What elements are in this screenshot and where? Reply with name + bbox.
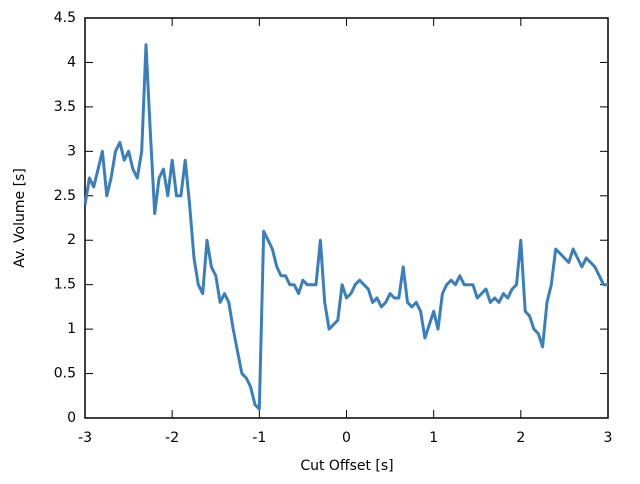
- x-tick-label: 1: [429, 430, 438, 446]
- x-tick-label: 3: [604, 430, 613, 446]
- x-tick-label: -2: [165, 430, 179, 446]
- x-tick-label: -1: [252, 430, 266, 446]
- y-axis-label: Av. Volume [s]: [12, 168, 28, 268]
- y-tick-label: 1: [67, 321, 76, 337]
- plot-frame: [84, 17, 609, 419]
- y-tick-label: 1.5: [54, 277, 76, 293]
- y-tick-label: 0: [67, 410, 76, 426]
- y-tick-label: 3.5: [54, 99, 76, 115]
- y-tick-label: 4.5: [54, 10, 76, 26]
- y-tick-label: 2.5: [54, 188, 76, 204]
- x-tick-label: 0: [342, 430, 351, 446]
- y-tick-label: 2: [67, 232, 76, 248]
- x-tick-label: -3: [78, 430, 92, 446]
- x-axis-label: Cut Offset [s]: [300, 458, 393, 474]
- data-line: [83, 43, 608, 411]
- y-tick-label: 3: [67, 143, 76, 159]
- y-tick-label: 0.5: [54, 366, 76, 382]
- y-tick-label: 4: [67, 54, 76, 70]
- x-tick-label: 2: [516, 430, 525, 446]
